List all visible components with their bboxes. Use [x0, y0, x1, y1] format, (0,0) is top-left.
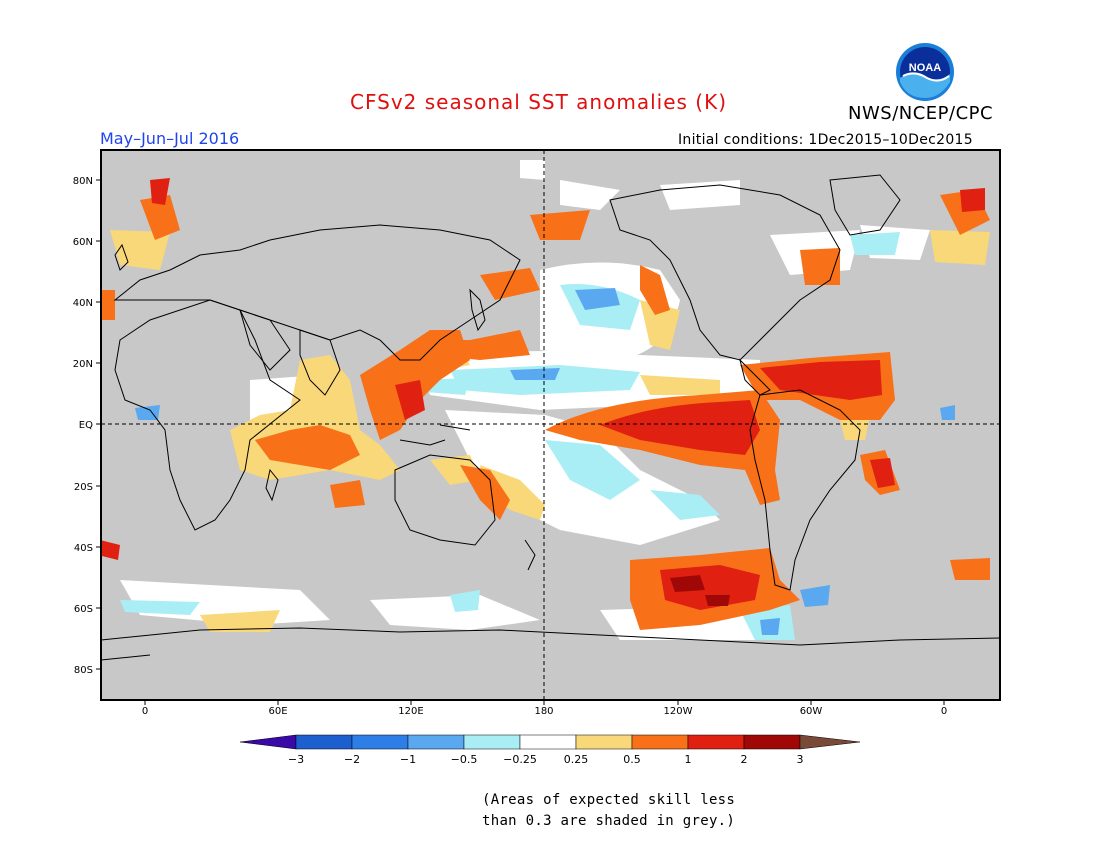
lat-label: 20S: [74, 482, 93, 493]
colorbar-right-arrow: [799, 734, 861, 750]
colorbar-tick-label: −3: [287, 753, 305, 766]
initial-conditions-label: Initial conditions: 1Dec2015–10Dec2015: [678, 132, 973, 148]
lon-label: 120E: [398, 706, 423, 717]
skill-note-line2: than 0.3 are shaded in grey.): [482, 813, 736, 829]
coastlines: [100, 174, 1001, 661]
lat-label: 40N: [73, 298, 93, 309]
colorbar-tick-label: 0.5: [623, 753, 641, 766]
period-label: May–Jun–Jul 2016: [100, 129, 240, 148]
colorbar-tick-label: −2: [343, 753, 361, 766]
noaa-logo: NOAA: [896, 43, 954, 101]
lon-label: 60W: [800, 706, 823, 717]
noaa-logo-text: NOAA: [909, 62, 941, 74]
colorbar-segment: [687, 734, 745, 750]
colorbar-segment: [743, 734, 801, 750]
colorbar-tick-label: 1: [684, 753, 692, 766]
lat-label: 20N: [73, 359, 93, 370]
agency-label: NWS/NCEP/CPC: [848, 103, 994, 124]
lon-label: 60E: [268, 706, 287, 717]
colorbar-segment: [575, 734, 633, 750]
cool-anomaly-medium: [135, 288, 955, 635]
colorbar-segment: [519, 734, 577, 750]
lat-ticks: [96, 179, 101, 670]
lon-ticks: [144, 700, 945, 705]
colorbar-tick-label: 3: [796, 753, 804, 766]
lon-label: 0: [142, 706, 148, 717]
lon-label: 180: [534, 706, 553, 717]
colorbar-tick-label: 2: [740, 753, 748, 766]
colorbar-segment: [351, 734, 409, 750]
warm-anomaly-darkred: [670, 575, 730, 606]
colorbar-tick-label: −1: [399, 753, 417, 766]
colorbar-tick-label: 0.25: [563, 753, 589, 766]
warm-anomaly-red: [100, 178, 985, 610]
colorbar: [239, 734, 861, 750]
lat-label: 40S: [74, 543, 93, 554]
map-frame: [100, 149, 1001, 701]
lat-label: 60N: [73, 237, 93, 248]
skill-note-line1: (Areas of expected skill less: [482, 792, 736, 808]
colorbar-segment: [407, 734, 465, 750]
lat-label: 60S: [74, 604, 93, 615]
colorbar-tick-label: −0.25: [503, 753, 537, 766]
colorbar-left-arrow: [239, 734, 297, 750]
lon-label: 0: [941, 706, 947, 717]
colorbar-segment: [631, 734, 689, 750]
colorbar-segment: [295, 734, 353, 750]
lat-label: 80S: [74, 665, 93, 676]
lat-label: EQ: [79, 420, 93, 431]
lon-label: 120W: [664, 706, 693, 717]
chart-title: CFSv2 seasonal SST anomalies (K): [350, 90, 727, 114]
lat-label: 80N: [73, 176, 93, 187]
skill-note: (Areas of expected skill less than 0.3 a…: [482, 790, 735, 832]
colorbar-segment: [463, 734, 521, 750]
colorbar-tick-label: −0.5: [450, 753, 478, 766]
